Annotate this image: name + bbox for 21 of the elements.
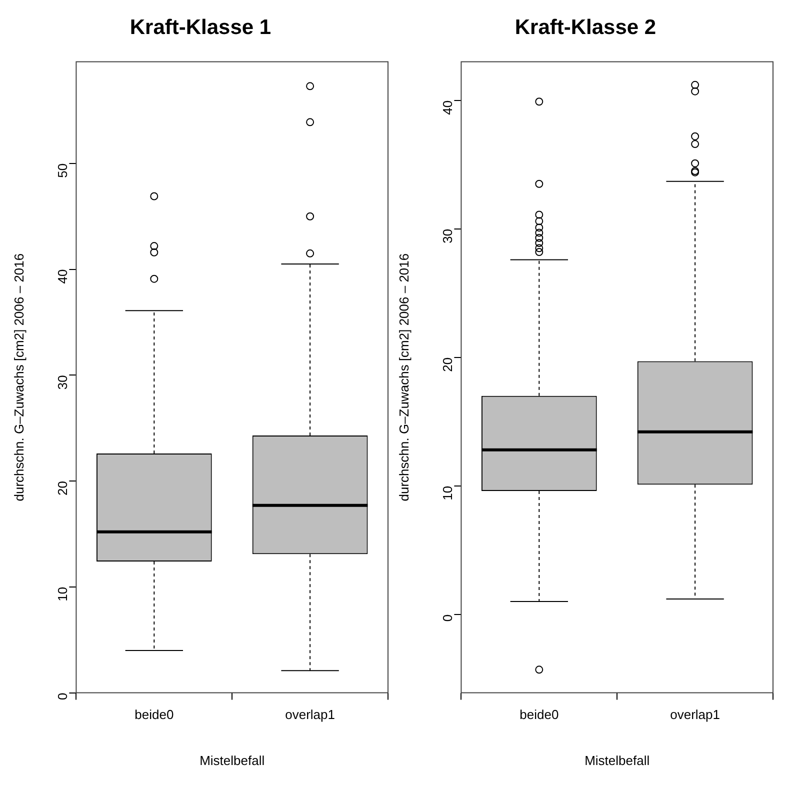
y-tick-label: 40 xyxy=(440,100,455,115)
x-tick-label: overlap1 xyxy=(670,707,720,722)
y-tick-label: 0 xyxy=(440,614,455,622)
x-axis-title: Mistelbefall xyxy=(200,752,265,768)
y-tick-label: 10 xyxy=(440,486,455,500)
y-tick-label: 0 xyxy=(54,692,70,700)
chart-title: Kraft-Klasse 1 xyxy=(128,15,272,41)
chart-title: Kraft-Klasse 2 xyxy=(514,15,658,41)
y-axis-title: durchschn. G–Zuwachs [cm2] 2006 – 2016 xyxy=(396,253,412,502)
y-axis-title: durchschn. G–Zuwachs [cm2] 2006 – 2016 xyxy=(11,253,26,502)
y-tick-label: 20 xyxy=(54,481,70,496)
y-tick-label: 30 xyxy=(54,375,70,390)
x-axis-title: Mistelbefall xyxy=(584,752,650,768)
y-tick-label: 30 xyxy=(440,228,455,244)
y-tick-label: 20 xyxy=(440,357,455,372)
x-tick-label: beide0 xyxy=(520,707,559,722)
x-tick-label: beide0 xyxy=(134,707,174,722)
y-tick-label: 50 xyxy=(54,163,70,178)
y-tick-label: 10 xyxy=(54,586,70,602)
y-tick-label: 40 xyxy=(54,269,70,284)
x-tick-label: overlap1 xyxy=(285,707,335,722)
